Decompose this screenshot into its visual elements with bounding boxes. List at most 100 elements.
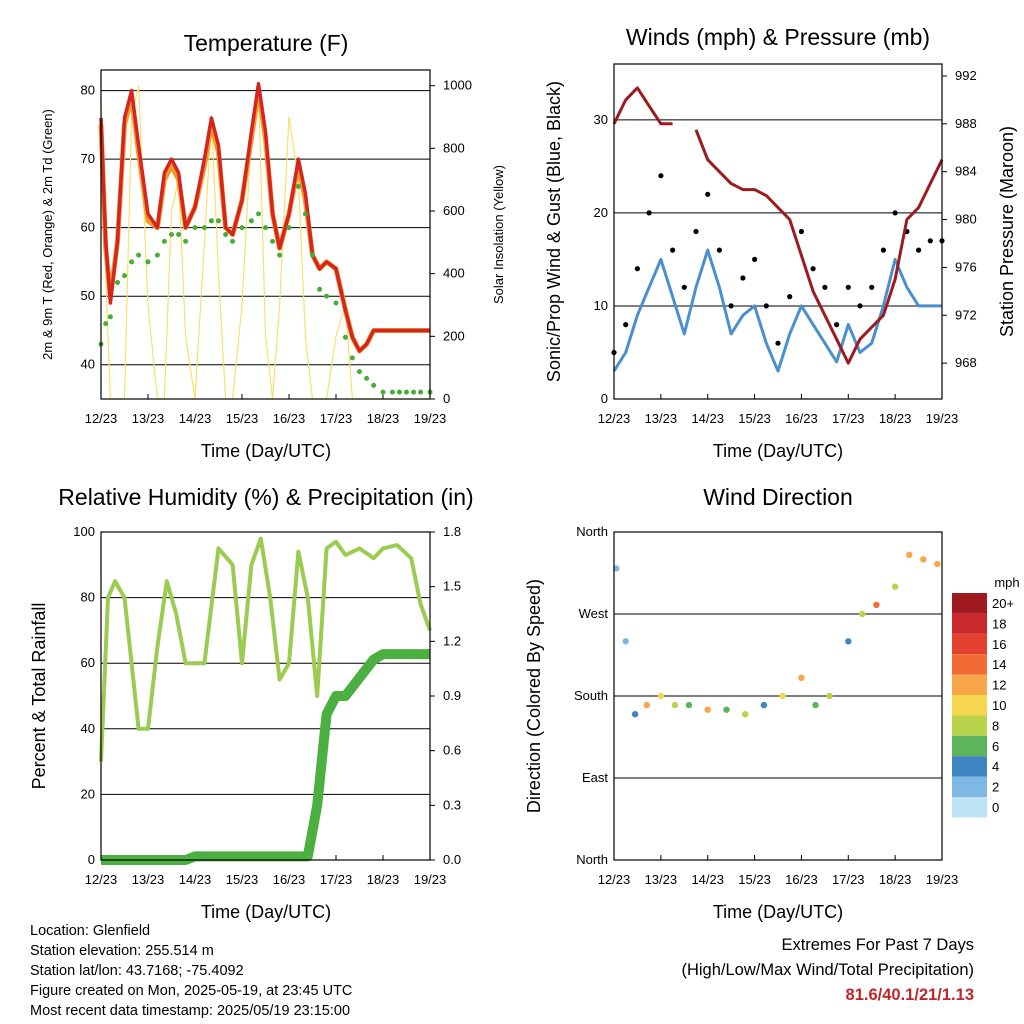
x-tick-label: 17/23 bbox=[320, 872, 353, 887]
direction-point bbox=[742, 711, 749, 718]
dewpoint-point bbox=[129, 259, 135, 265]
created-text: Figure created on Mon, 2025-05-19, at 23… bbox=[30, 983, 353, 999]
gust-point bbox=[705, 191, 711, 197]
dewpoint-point bbox=[216, 218, 221, 224]
y-tick-label-right: 400 bbox=[443, 266, 465, 281]
x-tick-label: 15/23 bbox=[738, 872, 771, 887]
dewpoint-point bbox=[122, 273, 127, 279]
direction-point bbox=[891, 583, 899, 590]
gust-point bbox=[623, 322, 629, 328]
x-tick-label: 13/23 bbox=[132, 411, 165, 426]
latlon-text: Station lat/lon: 43.7168; -75.4092 bbox=[30, 963, 244, 979]
dewpoint-point bbox=[389, 389, 395, 395]
direction-point bbox=[671, 701, 679, 709]
pressure-series-line bbox=[612, 86, 944, 365]
panel-0-title: Temperature (F) bbox=[184, 30, 349, 56]
y-tick-label: 100 bbox=[73, 524, 95, 539]
gust-point bbox=[634, 266, 641, 272]
gust-point bbox=[681, 284, 687, 290]
y-tick-label-right: 0.3 bbox=[443, 797, 461, 812]
dewpoint-point bbox=[404, 389, 409, 395]
y-tick-label-right: 0.9 bbox=[443, 688, 461, 703]
gust-point bbox=[810, 266, 816, 272]
plot-frame bbox=[613, 531, 943, 861]
extremes-title: Extremes For Past 7 Days bbox=[781, 936, 974, 954]
y-tick-label: 20 bbox=[594, 205, 608, 220]
x-tick-label: 14/23 bbox=[179, 411, 212, 426]
x-tick-label: 12/23 bbox=[85, 411, 118, 426]
dewpoint-point bbox=[277, 252, 283, 258]
dewpoint-point bbox=[248, 218, 254, 224]
gust-point bbox=[693, 228, 699, 235]
direction-point bbox=[934, 560, 941, 568]
direction-point bbox=[685, 701, 693, 709]
y-tick-label-right: 980 bbox=[955, 212, 977, 227]
y-tick-label: 0 bbox=[88, 852, 95, 867]
x-tick-label: 13/23 bbox=[645, 872, 678, 887]
y-tick-label-right: 984 bbox=[955, 164, 977, 179]
dewpoint-point bbox=[208, 218, 214, 224]
direction-point bbox=[704, 706, 711, 713]
y-tick-label-right: 968 bbox=[955, 355, 977, 370]
legend-label: 0 bbox=[992, 800, 999, 815]
x-tick-label: 19/23 bbox=[926, 411, 959, 426]
x-tick-label: 19/23 bbox=[414, 872, 447, 887]
x-tick-label: 19/23 bbox=[414, 411, 447, 426]
wind-series-line bbox=[612, 248, 942, 373]
legend-label: 14 bbox=[992, 657, 1006, 672]
dewpoint-point bbox=[239, 225, 245, 231]
direction-point bbox=[657, 692, 665, 700]
y-tick-label: 70 bbox=[81, 151, 95, 166]
location-text: Location: Glenfield bbox=[30, 923, 151, 939]
dewpoint-point bbox=[154, 252, 160, 258]
y-tick-label: 50 bbox=[81, 288, 95, 303]
dewpoint-point bbox=[223, 232, 229, 237]
x-tick-label: 15/23 bbox=[226, 411, 259, 426]
temp-2m-series-line bbox=[99, 81, 430, 353]
gust-point bbox=[927, 238, 933, 244]
y-tick-label-right: 200 bbox=[443, 328, 465, 343]
x-tick-label: 14/23 bbox=[691, 411, 724, 426]
gust-point bbox=[670, 247, 676, 253]
legend-swatch bbox=[952, 674, 987, 695]
y-tick-label-right: 600 bbox=[443, 203, 465, 218]
direction-point bbox=[613, 565, 620, 572]
gust-point bbox=[869, 284, 875, 290]
panel-1-x-label: Time (Day/UTC) bbox=[713, 441, 843, 461]
dewpoint-point bbox=[145, 259, 151, 265]
x-tick-label: 18/23 bbox=[879, 872, 912, 887]
gust-point bbox=[716, 247, 723, 253]
legend-swatch bbox=[952, 756, 987, 777]
gust-point bbox=[916, 247, 922, 253]
dewpoint-point bbox=[183, 238, 189, 244]
legend-title: mph bbox=[994, 575, 1019, 590]
legend-swatch bbox=[952, 695, 987, 716]
gust-point bbox=[798, 228, 805, 235]
rh-series-line bbox=[99, 536, 432, 762]
dewpoint-point bbox=[295, 184, 301, 189]
x-tick-label: 14/23 bbox=[691, 872, 724, 887]
x-tick-label: 17/23 bbox=[832, 872, 865, 887]
x-tick-label: 19/23 bbox=[926, 872, 959, 887]
y-tick-label-right: 0.6 bbox=[443, 743, 461, 758]
dewpoint-point bbox=[169, 232, 174, 237]
panel-1-title: Winds (mph) & Pressure (mb) bbox=[626, 24, 930, 50]
dewpoint-point bbox=[380, 389, 386, 395]
gust-point bbox=[880, 247, 887, 253]
direction-point bbox=[920, 556, 927, 563]
x-tick-label: 12/23 bbox=[598, 872, 631, 887]
legend-label: 8 bbox=[992, 718, 999, 733]
dewpoint-point bbox=[115, 280, 120, 285]
dewpoint-point bbox=[263, 225, 268, 231]
panel-0-x-label: Time (Day/UTC) bbox=[201, 441, 331, 461]
gust-point bbox=[775, 340, 781, 346]
x-tick-label: 17/23 bbox=[832, 411, 865, 426]
y-tick-label: 40 bbox=[81, 721, 95, 736]
direction-point bbox=[631, 711, 639, 718]
legend-swatch bbox=[952, 735, 987, 757]
gust-point bbox=[728, 303, 734, 309]
legend-label: 18 bbox=[992, 616, 1006, 631]
direction-point bbox=[906, 551, 913, 558]
x-tick-label: 18/23 bbox=[879, 411, 912, 426]
